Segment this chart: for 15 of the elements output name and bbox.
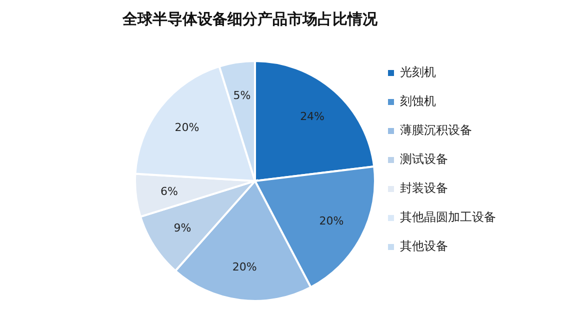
- legend-label: 测试设备: [400, 151, 448, 168]
- data-label: 20%: [319, 214, 344, 228]
- legend-label: 薄膜沉积设备: [400, 122, 472, 139]
- data-label: 20%: [232, 260, 257, 274]
- data-label: 6%: [160, 184, 178, 198]
- legend-label: 光刻机: [400, 64, 436, 81]
- chart-title: 全球半导体设备细分产品市场占比情况: [121, 10, 378, 29]
- data-label: 5%: [233, 89, 251, 102]
- data-label: 20%: [174, 121, 200, 134]
- data-label: 24%: [300, 110, 325, 123]
- legend-label: 其他设备: [400, 238, 448, 255]
- legend-label: 封装设备: [400, 180, 448, 197]
- legend-label: 其他晶圆加工设备: [400, 209, 496, 226]
- data-label: 9%: [174, 221, 192, 234]
- legend-label: 刻蚀机: [400, 93, 436, 110]
